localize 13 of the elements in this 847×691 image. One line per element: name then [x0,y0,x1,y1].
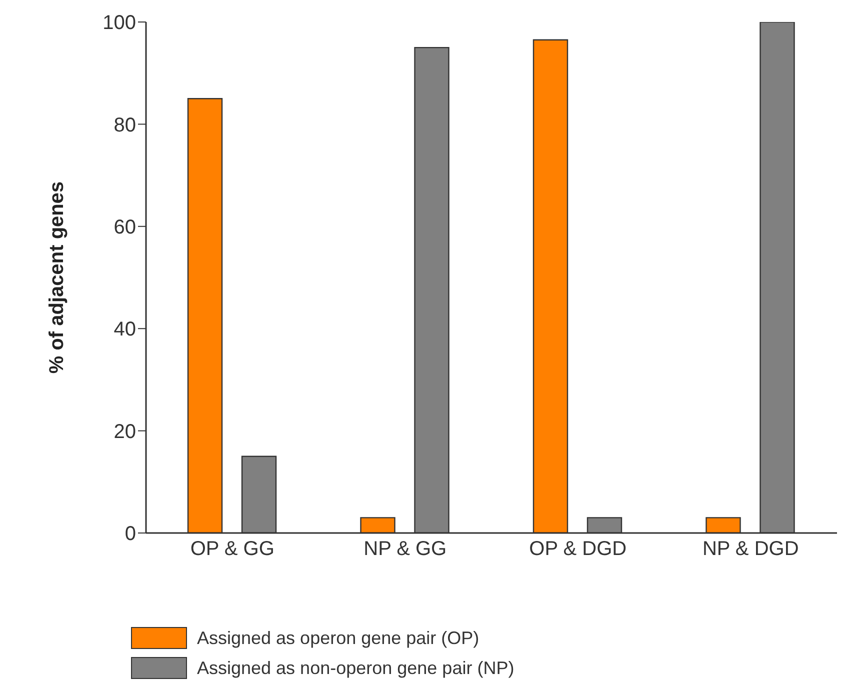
y-axis-title: % of adjacent genes [46,181,68,374]
y-tick-label: 0 [124,523,136,546]
x-tick-label: NP & GG [364,538,447,560]
legend-label: Assigned as non-operon gene pair (NP) [197,658,514,678]
x-tick-label: OP & GG [190,538,274,560]
y-tick-label: 80 [114,114,136,136]
y-tick-label: 40 [114,318,136,341]
y-tick-label: 20 [114,420,136,443]
x-tick-label: OP & DGD [529,538,627,560]
x-tick-label: NP & DGD [702,538,799,560]
y-tick-label: 60 [114,216,136,238]
y-tick-label: 100 [102,12,136,34]
legend-label: Assigned as operon gene pair (OP) [197,628,480,648]
